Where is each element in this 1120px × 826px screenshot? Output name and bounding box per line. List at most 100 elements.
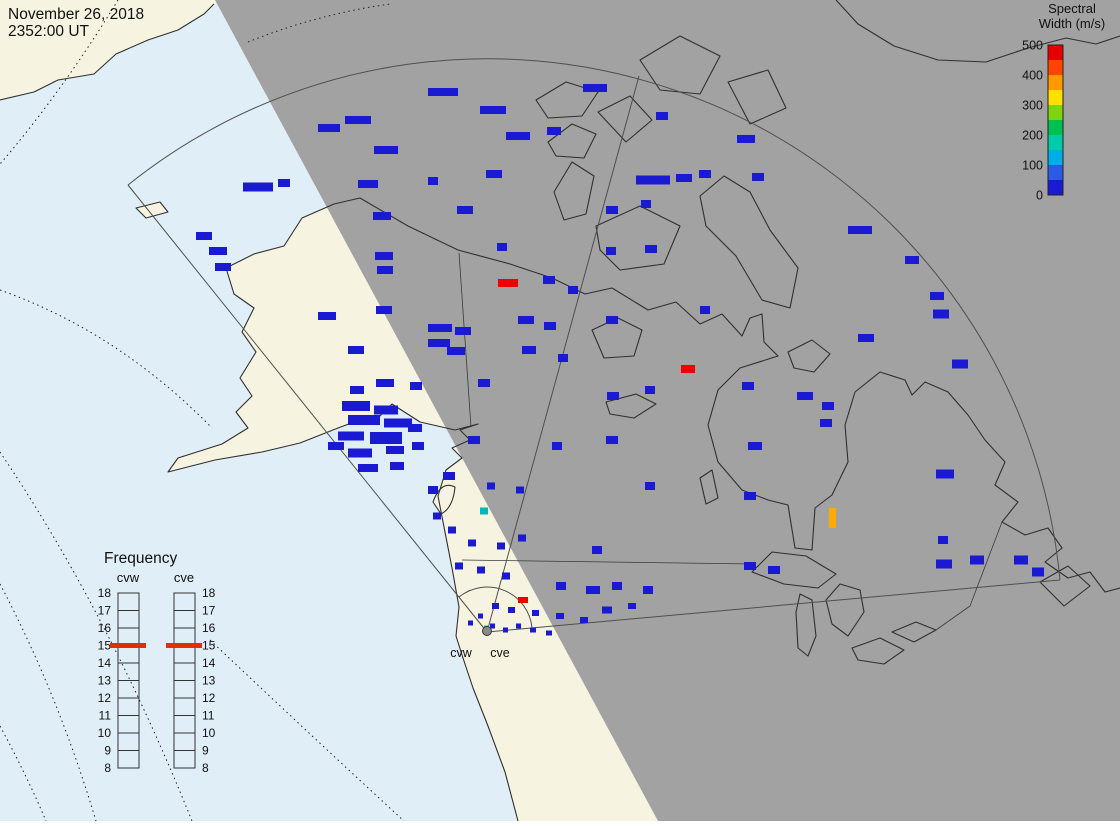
echo-tile — [552, 442, 562, 450]
echo-tile — [447, 347, 465, 355]
date-line2: 2352:00 UT — [8, 23, 90, 40]
echo-tile — [433, 512, 441, 520]
echo-tile — [546, 630, 552, 636]
echo-tile — [848, 226, 872, 234]
echo-tile — [338, 431, 364, 441]
echo-tile — [486, 170, 502, 178]
echo-tile — [342, 401, 370, 411]
echo-tile — [516, 623, 521, 629]
echo-tile — [628, 603, 636, 609]
echo-tile — [498, 279, 518, 287]
echo-tile — [428, 88, 458, 96]
freq-tick-label: 10 — [98, 726, 112, 740]
echo-tile — [607, 392, 619, 400]
echo-tile — [278, 179, 290, 187]
echo-tile — [543, 276, 555, 284]
echo-tile — [370, 432, 402, 444]
echo-tile — [606, 206, 618, 214]
echo-tile — [938, 536, 948, 544]
freq-col-label-cvw: cvw — [117, 570, 140, 585]
colorbar-segment — [1048, 60, 1063, 75]
freq-tick-label: 11 — [99, 709, 112, 723]
echo-tile — [348, 415, 380, 425]
echo-tile — [905, 256, 919, 264]
echo-tile — [428, 177, 438, 185]
echo-tile — [547, 127, 561, 135]
echo-tile — [374, 405, 398, 415]
echo-tile — [645, 482, 655, 490]
echo-tile — [410, 382, 422, 390]
echo-tile — [645, 245, 657, 253]
freq-tick-label: 10 — [202, 726, 216, 740]
echo-tile — [448, 526, 456, 534]
echo-tile — [930, 292, 944, 300]
freq-tick-label: 12 — [98, 691, 112, 705]
colorbar-segment — [1048, 150, 1063, 165]
freq-tick-label: 9 — [202, 744, 209, 758]
echo-tile — [970, 555, 984, 565]
echo-tile — [612, 582, 622, 590]
echo-tile — [412, 442, 424, 450]
echo-tile — [752, 173, 764, 181]
echo-tile — [641, 200, 651, 208]
echo-tile — [1032, 567, 1044, 577]
echo-tile — [478, 379, 490, 387]
echo-tile — [829, 508, 836, 528]
fov-outer-arc — [127, 58, 1061, 581]
echo-tile — [480, 507, 488, 515]
echo-tile — [215, 263, 231, 271]
echo-tile — [556, 613, 564, 619]
echo-tile — [518, 534, 526, 542]
colorbar-segment — [1048, 165, 1063, 180]
echo-tile — [748, 442, 762, 450]
freq-box — [117, 750, 140, 769]
freq-tick-label: 14 — [98, 656, 112, 670]
echo-tile — [952, 359, 968, 369]
echo-tile — [518, 597, 528, 603]
echo-tile — [768, 566, 780, 574]
echo-tile — [209, 247, 227, 255]
freq-ladder-cvw: 18 17 16 15 14 13 12 11 10 9 8 — [98, 586, 146, 775]
echo-tile — [558, 354, 568, 362]
freq-active-marker — [166, 643, 202, 648]
echo-tile — [375, 252, 393, 260]
echo-tile — [822, 402, 834, 410]
echo-tile — [681, 365, 695, 373]
colorbar-tick-labels: 500 400 300 200 100 0 — [1022, 39, 1043, 203]
echo-tile — [744, 562, 756, 570]
colorbar-tick-label: 500 — [1022, 39, 1043, 53]
radar-site-label-cve: cve — [490, 646, 510, 660]
echo-tile — [328, 442, 344, 450]
colorbar-segment — [1048, 120, 1063, 135]
echo-tile — [602, 606, 612, 614]
echo-tile — [797, 392, 813, 400]
freq-box — [173, 750, 196, 769]
echo-tile — [606, 316, 618, 324]
echo-tile — [477, 566, 485, 574]
colorbar-tick-label: 300 — [1022, 99, 1043, 113]
freq-tick-label: 13 — [98, 674, 112, 688]
echo-tile — [468, 620, 473, 626]
echo-tile — [656, 112, 668, 120]
echo-tile — [478, 613, 483, 619]
colorbar-segment — [1048, 180, 1063, 195]
colorbar-segment — [1048, 45, 1063, 60]
echo-tile — [428, 324, 452, 332]
echo-tile — [643, 586, 653, 594]
echo-tile — [196, 232, 212, 240]
echo-tile — [358, 464, 378, 472]
freq-tick-label: 12 — [202, 691, 216, 705]
echo-tile — [502, 572, 510, 580]
echo-tile — [348, 448, 372, 458]
freq-tick-label: 9 — [104, 744, 111, 758]
echo-tile — [358, 180, 378, 188]
freq-tick-label: 17 — [202, 604, 216, 618]
echo-tile — [858, 334, 874, 342]
freq-tick-label: 16 — [98, 621, 112, 635]
colorbar-segment — [1048, 90, 1063, 105]
echo-tile — [480, 106, 506, 114]
colorbar-border — [1047, 44, 1064, 196]
